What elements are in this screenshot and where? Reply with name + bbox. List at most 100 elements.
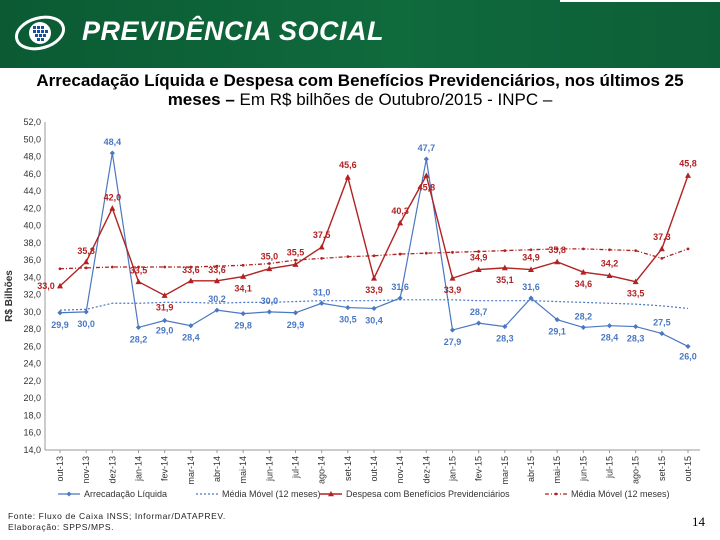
legend-marker-arrecadacao	[66, 491, 72, 497]
data-point-arrecadacao	[240, 311, 246, 317]
title-bold: Arrecadação Líquida e Despesa com Benefí…	[36, 71, 684, 109]
x-tick-label: nov-14	[395, 456, 405, 484]
data-point-despesa	[214, 277, 220, 284]
data-point-arrecadacao	[319, 300, 325, 306]
data-label-despesa: 33,5	[627, 289, 645, 299]
x-tick-label: jul-15	[605, 456, 615, 479]
title-rest: Em R$ bilhões de Outubro/2015 - INPC –	[234, 90, 553, 109]
elaboration-note: Elaboração: SPPS/MPS.	[8, 522, 115, 532]
data-point-media-despesa	[110, 265, 114, 269]
data-point-media-despesa	[84, 266, 88, 270]
line-chart: 52,0 50,0 48,0 46,0 44,0 42,0 40,0 38,0 36,0 34,0…	[4, 117, 700, 499]
data-point-arrecadacao	[109, 150, 115, 156]
data-point-media-despesa	[137, 265, 140, 269]
data-point-despesa	[528, 266, 534, 272]
data-point-arrecadacao	[606, 323, 613, 329]
data-point-despesa	[318, 243, 325, 250]
data-point-despesa	[371, 275, 377, 281]
y-tick-label: 46,0	[23, 169, 41, 179]
y-tick-label: 48,0	[23, 152, 41, 162]
source-note: Fonte: Fluxo de Caixa INSS; Informar/DAT…	[8, 511, 226, 521]
data-point-media-despesa	[372, 254, 376, 258]
x-tick-label: jun-15	[578, 456, 588, 482]
data-point-arrecadacao	[371, 305, 377, 312]
data-point-despesa	[83, 258, 90, 265]
data-label-arrecadacao: 29,0	[156, 326, 174, 336]
data-point-media-despesa	[346, 255, 350, 259]
x-tick-label: jan-15	[448, 456, 458, 482]
data-label-despesa: 33,0	[37, 281, 55, 291]
data-point-media-despesa	[267, 262, 271, 265]
data-point-arrecadacao	[659, 330, 665, 337]
data-label-arrecadacao: 30,5	[339, 315, 357, 325]
legend-marker-media-despesa	[554, 492, 558, 496]
data-point-media-despesa	[58, 267, 62, 271]
data-point-arrecadacao	[476, 320, 482, 326]
data-point-media-despesa	[555, 247, 559, 251]
data-label-despesa: 35,0	[261, 252, 279, 262]
x-tick-label: set-14	[343, 456, 353, 481]
legend-label-media-despesa: Média Móvel (12 meses)	[571, 489, 670, 499]
y-tick-label: 38,0	[23, 238, 41, 248]
x-tick-label: out-14	[369, 456, 379, 482]
y-tick-label: 22,0	[23, 376, 41, 386]
x-tick-label: fev-15	[474, 456, 484, 481]
data-point-media-despesa	[660, 256, 664, 260]
y-tick-label: 26,0	[23, 341, 41, 351]
legend-label-media-arrecadacao: Média Móvel (12 meses)	[222, 489, 321, 499]
data-point-arrecadacao	[502, 323, 508, 330]
data-label-despesa: 34,1	[234, 284, 252, 294]
legend-label-despesa: Despesa com Benefícios Previdenciários	[346, 489, 510, 499]
data-label-arrecadacao: 30,4	[365, 315, 383, 325]
x-tick-label: abr-14	[212, 456, 222, 482]
y-tick-label: 40,0	[23, 221, 41, 231]
data-label-arrecadacao: 31,6	[522, 282, 540, 292]
data-label-despesa: 45,8	[418, 183, 436, 193]
y-tick-label: 24,0	[23, 359, 41, 369]
data-label-despesa: 37,5	[313, 230, 331, 240]
data-label-arrecadacao: 31,6	[391, 282, 409, 292]
data-point-media-despesa	[241, 263, 245, 267]
x-tick-label: ago-15	[631, 456, 641, 484]
brand-name: PREVIDÊNCIA SOCIAL	[82, 16, 385, 46]
data-point-media-despesa	[503, 249, 507, 253]
data-point-media-despesa	[424, 251, 428, 255]
page-number: 14	[692, 514, 705, 529]
data-point-media-despesa	[294, 258, 297, 262]
x-tick-label: mar-15	[500, 456, 510, 485]
data-label-arrecadacao: 28,7	[470, 307, 488, 317]
y-tick-label: 16,0	[23, 428, 41, 438]
data-label-despesa: 34,6	[575, 279, 593, 289]
data-label-despesa: 35,5	[287, 247, 305, 257]
data-point-arrecadacao	[214, 307, 220, 313]
data-point-despesa	[109, 205, 116, 211]
data-label-arrecadacao: 27,5	[653, 317, 671, 327]
series-line-media-arrecadacao	[59, 299, 689, 311]
x-tick-label: mar-14	[186, 456, 196, 485]
data-point-arrecadacao	[449, 327, 456, 333]
data-point-despesa	[240, 273, 247, 279]
x-tick-label: jul-14	[291, 456, 301, 479]
data-label-despesa: 45,8	[679, 159, 697, 169]
y-tick-label: 18,0	[23, 410, 41, 420]
x-tick-label: out-15	[683, 456, 693, 482]
data-point-arrecadacao	[57, 310, 63, 316]
data-label-despesa: 40,3	[391, 206, 409, 216]
data-point-despesa	[57, 282, 63, 289]
data-label-arrecadacao: 28,4	[182, 333, 200, 343]
footer-source: Fonte: Fluxo de Caixa INSS; Informar/DAT…	[8, 511, 226, 533]
data-point-despesa	[397, 219, 404, 226]
data-label-arrecadacao: 47,7	[418, 143, 436, 153]
data-label-arrecadacao: 29,1	[548, 327, 566, 337]
y-tick-label: 34,0	[23, 272, 41, 282]
data-label-arrecadacao: 30,0	[77, 319, 95, 329]
data-point-media-despesa	[163, 265, 167, 269]
legend-label-arrecadacao: Arrecadação Líquida	[84, 489, 167, 499]
x-tick-label: set-15	[657, 456, 667, 481]
x-tick-label: mai-14	[238, 456, 248, 484]
data-label-despesa: 33,5	[130, 266, 148, 276]
y-tick-label: 42,0	[23, 203, 41, 213]
data-point-arrecadacao	[345, 304, 351, 311]
data-label-arrecadacao: 31,0	[313, 287, 331, 297]
data-label-despesa: 34,9	[522, 253, 540, 263]
